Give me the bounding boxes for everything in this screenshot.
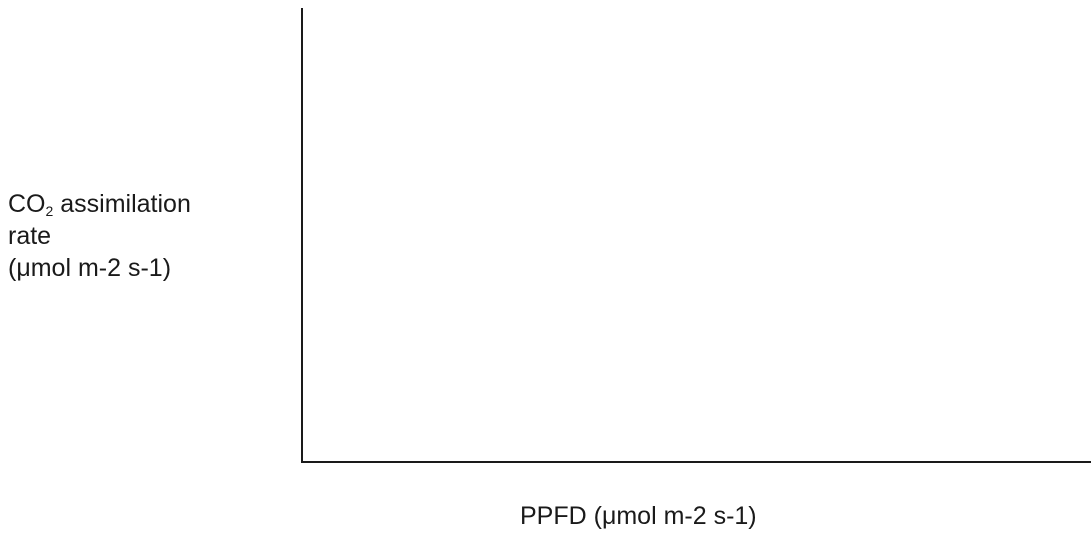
x-axis-line: [301, 461, 1091, 463]
x-axis-label: PPFD (μmol m-2 s-1): [520, 502, 757, 530]
y-axis-label-line-3: (μmol m-2 s-1): [8, 254, 172, 282]
y-axis-label-main: CO: [8, 190, 46, 218]
y-axis-label: CO2 assimilation rate (μmol m-2 s-1): [8, 188, 191, 284]
y-axis-label-suffix: assimilation: [53, 190, 191, 218]
y-axis-line: [301, 8, 303, 463]
y-axis-label-line-1: CO2 assimilation: [8, 188, 191, 220]
y-axis-label-line-2: rate: [8, 222, 52, 250]
y-axis-label-subscript: 2: [45, 203, 54, 219]
